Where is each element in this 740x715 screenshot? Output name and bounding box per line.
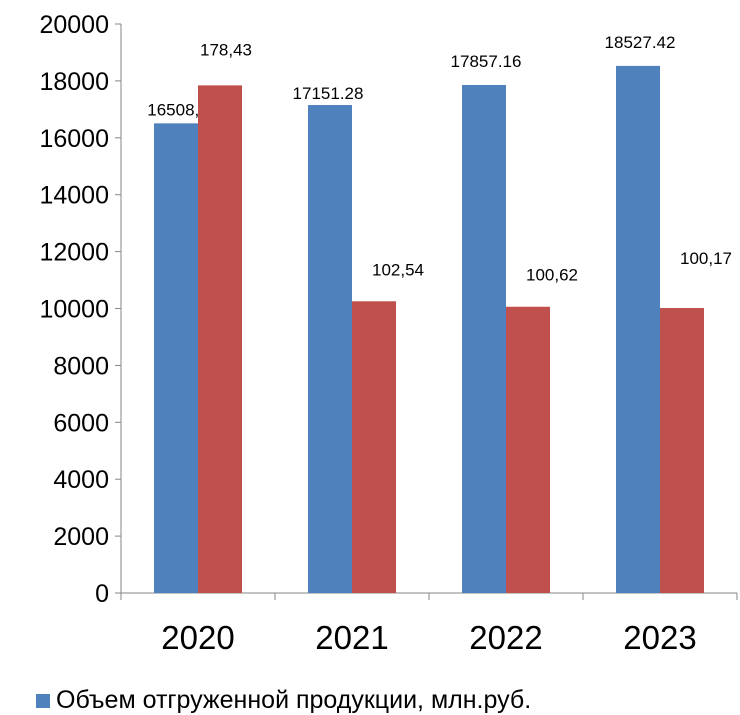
y-tick-label: 20000	[39, 11, 109, 39]
data-label-2021-series-1: 17151.28	[293, 84, 364, 103]
y-tick-label: 6000	[53, 409, 109, 437]
data-label-2020-series-2: 178,43	[200, 40, 252, 59]
data-label-2023-series-1: 18527.42	[605, 33, 676, 52]
bar-2022-series-2	[506, 306, 550, 593]
bar-2021-series-1	[308, 105, 352, 593]
data-label-2021-series-2: 102,54	[372, 260, 424, 279]
x-category-label: 2020	[161, 619, 234, 656]
y-tick-label: 0	[95, 580, 109, 608]
bar-2021-series-2	[352, 301, 396, 593]
legend: Объем отгруженной продукции, млн.руб.	[36, 686, 531, 715]
x-category-label: 2022	[469, 619, 542, 656]
data-label-2022-series-1: 17857.16	[451, 52, 522, 71]
data-label-2023-series-2: 100,17	[680, 249, 732, 268]
y-tick-label: 4000	[53, 466, 109, 494]
data-label-2022-series-2: 100,62	[526, 266, 578, 285]
data-label-2020-series-1: 16508,2	[147, 100, 208, 119]
bar-2020-series-2	[198, 85, 242, 594]
y-tick-label: 8000	[53, 352, 109, 380]
bar-2023-series-2	[660, 308, 704, 593]
legend-label-shipped-volume: Объем отгруженной продукции, млн.руб.	[56, 686, 532, 714]
legend-swatch-shipped-volume	[36, 693, 50, 708]
y-tick-label: 2000	[53, 523, 109, 551]
x-category-label: 2023	[623, 619, 696, 656]
y-tick-label: 18000	[39, 68, 109, 96]
bar-2020-series-1	[154, 123, 198, 594]
y-tick-label: 12000	[39, 239, 109, 267]
y-tick-label: 14000	[39, 182, 109, 210]
bar-chart: 0 2000 4000 6000 8000 10000 12000 14000 16000 180…	[39, 11, 738, 656]
y-tick-label: 10000	[39, 296, 109, 324]
bar-2023-series-1	[616, 65, 660, 593]
x-category-label: 2021	[315, 619, 388, 656]
bar-2022-series-1	[462, 84, 506, 593]
y-tick-label: 16000	[39, 125, 109, 153]
